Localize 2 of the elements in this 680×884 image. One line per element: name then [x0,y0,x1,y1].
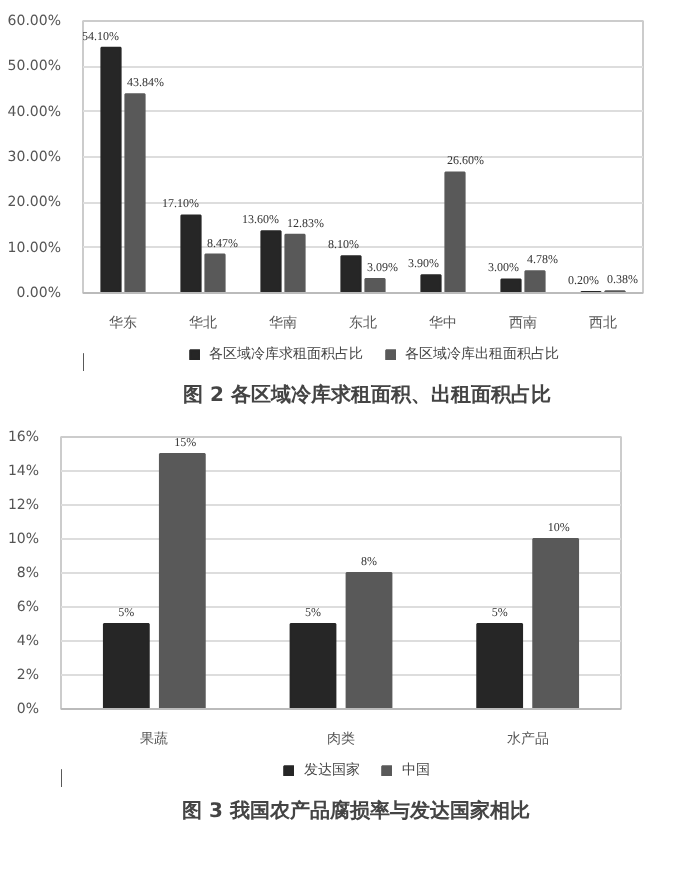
text: 图 3 我国农产品腐损率与发达国家相比 [182,799,530,823]
text: 图 2 各区域冷库求租面积、出租面积占比 [183,383,551,407]
